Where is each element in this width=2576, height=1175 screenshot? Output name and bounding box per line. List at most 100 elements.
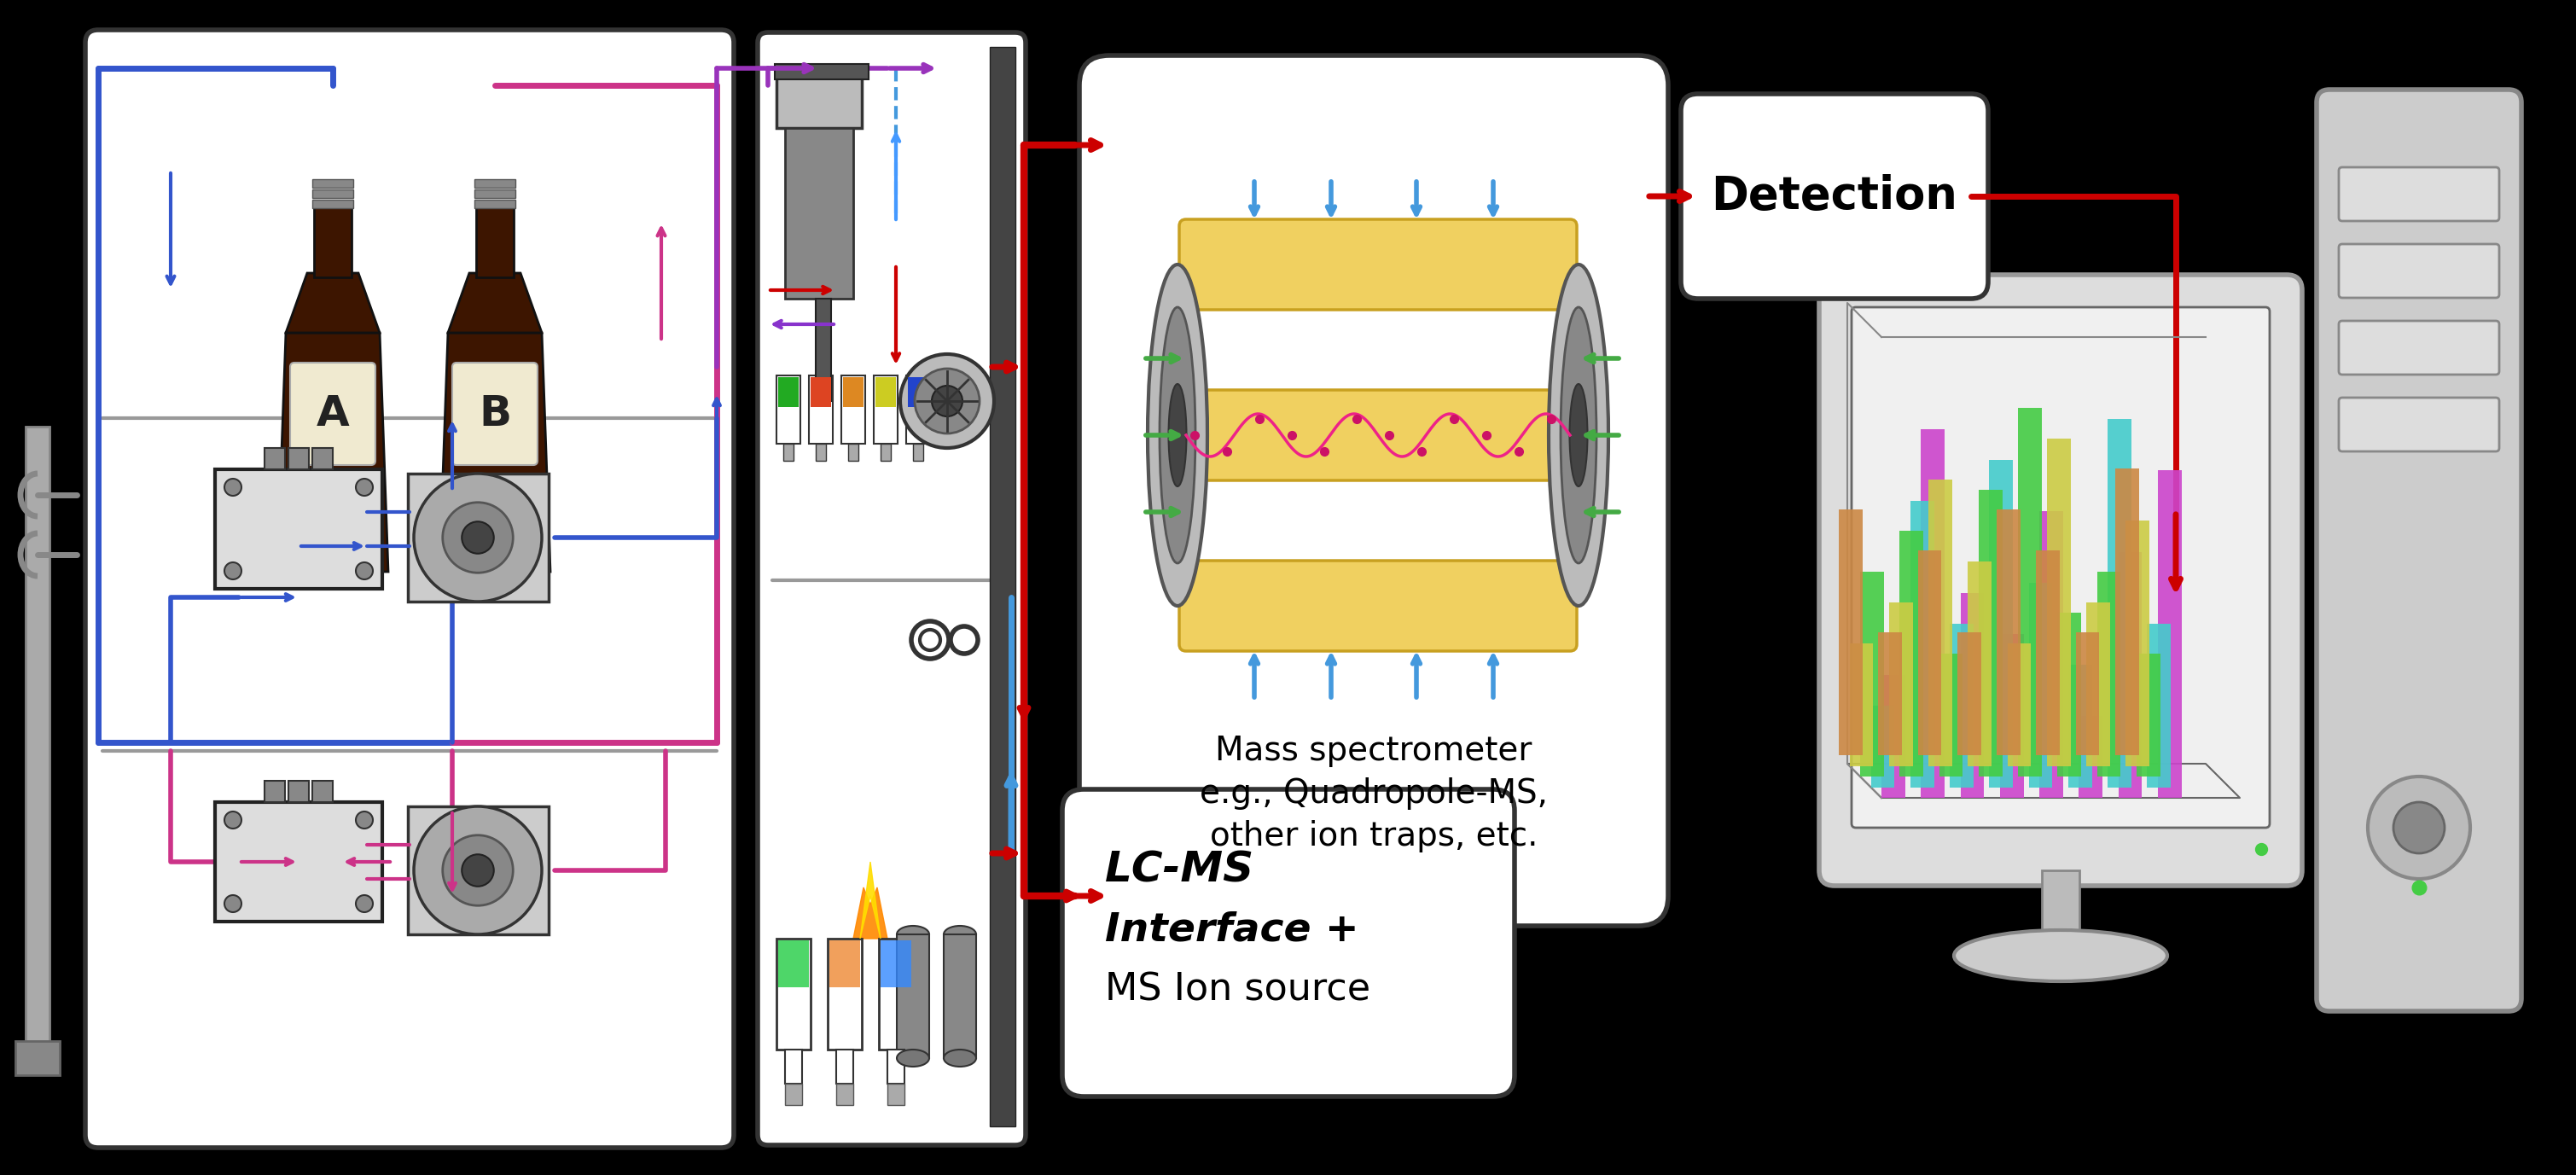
Bar — [907, 376, 930, 444]
Bar — [1940, 653, 1963, 777]
Bar — [912, 444, 922, 461]
Bar — [1999, 634, 2025, 798]
FancyBboxPatch shape — [1819, 275, 2303, 886]
Bar — [214, 469, 381, 589]
Ellipse shape — [1170, 384, 1188, 486]
Bar — [26, 427, 49, 1067]
Bar — [1878, 632, 1901, 756]
Bar — [1950, 624, 1973, 787]
Bar — [2069, 664, 2092, 787]
Polygon shape — [440, 333, 551, 572]
Bar — [817, 298, 832, 401]
Bar — [2087, 602, 2110, 766]
Bar — [1917, 550, 1942, 756]
Circle shape — [415, 806, 541, 934]
Bar — [15, 1041, 59, 1075]
Bar — [786, 1049, 801, 1083]
Bar — [1899, 531, 1924, 777]
Bar — [265, 448, 286, 469]
FancyBboxPatch shape — [1180, 390, 1577, 481]
Bar — [2107, 418, 2130, 787]
Bar — [1989, 459, 2012, 787]
Bar — [2007, 643, 2030, 766]
Bar — [312, 180, 353, 188]
Bar — [2115, 469, 2138, 756]
Bar — [1968, 560, 1991, 766]
Ellipse shape — [1955, 931, 2166, 981]
Bar — [842, 376, 866, 444]
Circle shape — [224, 563, 242, 579]
Ellipse shape — [1561, 307, 1597, 563]
Circle shape — [443, 503, 513, 572]
FancyBboxPatch shape — [1061, 790, 1515, 1096]
Bar — [1860, 572, 1883, 777]
Bar — [1929, 479, 1953, 766]
Bar — [886, 1083, 904, 1104]
Bar — [407, 806, 549, 934]
Circle shape — [355, 812, 374, 828]
Bar — [2136, 653, 2161, 777]
Bar — [783, 444, 793, 461]
FancyBboxPatch shape — [291, 363, 376, 465]
Bar — [827, 939, 863, 1049]
Circle shape — [355, 478, 374, 496]
Circle shape — [415, 474, 541, 602]
Bar — [842, 377, 863, 407]
Bar — [214, 803, 381, 921]
Bar — [775, 376, 801, 444]
Bar — [1911, 501, 1935, 787]
Polygon shape — [860, 861, 881, 939]
Bar — [1880, 674, 1906, 798]
Bar — [881, 940, 912, 987]
Text: Mass spectrometer: Mass spectrometer — [1216, 734, 1533, 767]
Circle shape — [224, 812, 242, 828]
Bar — [1870, 705, 1893, 787]
Bar — [2097, 572, 2120, 777]
Bar — [474, 189, 515, 197]
Ellipse shape — [1548, 264, 1607, 606]
Text: A: A — [317, 394, 350, 435]
Bar — [2048, 438, 2071, 766]
Text: B: B — [479, 394, 510, 435]
Bar — [829, 940, 860, 987]
Bar — [474, 200, 515, 208]
FancyBboxPatch shape — [2339, 321, 2499, 375]
Bar — [817, 444, 827, 461]
Ellipse shape — [896, 926, 930, 942]
Bar — [873, 376, 896, 444]
Bar — [878, 939, 912, 1049]
Circle shape — [355, 563, 374, 579]
Bar — [896, 934, 930, 1059]
Polygon shape — [286, 273, 379, 333]
Bar — [2043, 871, 2079, 939]
Bar — [809, 376, 832, 444]
FancyBboxPatch shape — [1180, 220, 1577, 310]
FancyBboxPatch shape — [2316, 89, 2522, 1012]
Circle shape — [224, 895, 242, 912]
FancyBboxPatch shape — [2339, 167, 2499, 221]
Bar — [886, 1049, 904, 1083]
Bar — [2146, 624, 2172, 787]
Bar — [2159, 470, 2182, 798]
Ellipse shape — [943, 1049, 976, 1067]
Bar — [2079, 716, 2102, 798]
Circle shape — [443, 835, 513, 906]
Bar — [1958, 632, 1981, 756]
Bar — [1888, 602, 1911, 766]
Bar — [775, 63, 868, 80]
Bar — [289, 448, 309, 469]
Text: e.g., Quadropole-MS,: e.g., Quadropole-MS, — [1200, 778, 1548, 810]
Bar — [407, 474, 549, 602]
Bar — [778, 377, 799, 407]
Bar — [837, 1049, 853, 1083]
FancyBboxPatch shape — [757, 33, 1025, 1146]
Bar — [848, 444, 858, 461]
Bar — [811, 377, 832, 407]
Bar — [775, 68, 863, 128]
Circle shape — [899, 354, 994, 448]
Bar — [2040, 511, 2063, 798]
Circle shape — [461, 522, 495, 553]
Bar — [1960, 593, 1984, 798]
Circle shape — [2393, 803, 2445, 853]
Bar — [2076, 632, 2099, 756]
